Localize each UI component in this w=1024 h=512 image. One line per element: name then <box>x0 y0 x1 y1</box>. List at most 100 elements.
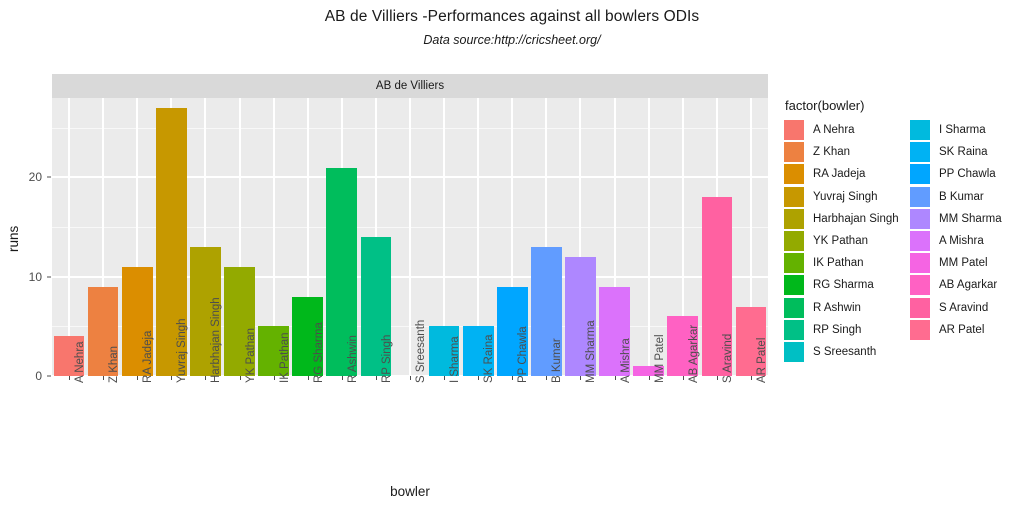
legend-item[interactable]: AB Agarkar <box>910 274 1002 296</box>
legend-item[interactable]: YK Pathan <box>784 230 906 252</box>
y-axis-title: runs <box>6 225 21 252</box>
legend-item-label: A Mishra <box>939 235 984 248</box>
legend-swatch <box>784 275 804 296</box>
gridline-major-x <box>306 98 309 376</box>
x-tick-mark <box>341 376 343 380</box>
bar <box>633 366 664 376</box>
x-axis-title: bowler <box>390 484 430 499</box>
x-tick-mark <box>103 376 105 380</box>
legend-item-label: I Sharma <box>939 124 986 137</box>
legend-item[interactable]: RA Jadeja <box>784 163 906 185</box>
x-tick-mark <box>410 376 411 380</box>
bar <box>190 246 221 376</box>
x-tick-label: RG Sharma <box>312 322 325 383</box>
legend-item[interactable]: A Mishra <box>910 230 1002 252</box>
legend-swatch <box>910 208 930 229</box>
gridline-major-x <box>204 98 207 376</box>
bar <box>428 326 460 376</box>
y-tick-mark <box>47 375 51 377</box>
x-tick-label: YK Pathan <box>244 328 257 383</box>
x-tick-label: RP Singh <box>380 334 393 383</box>
legend-item[interactable]: Z Khan <box>784 141 906 163</box>
legend-item[interactable]: I Sharma <box>910 119 1002 141</box>
legend-item-label: RP Singh <box>813 323 862 336</box>
x-tick-mark <box>614 376 616 380</box>
legend-item-label: R Ashwin <box>813 301 861 314</box>
x-tick-mark <box>205 376 207 380</box>
legend-item[interactable]: Yuvraj Singh <box>784 186 906 208</box>
legend-item-label: AR Patel <box>939 323 985 336</box>
facet-strip-label: AB de Villiers <box>52 74 768 98</box>
plot-region: AB de Villiers <box>52 74 768 376</box>
legend-item-label: RA Jadeja <box>813 168 866 181</box>
x-tick-label: R Ashwin <box>346 335 359 383</box>
legend-item-label: YK Pathan <box>813 235 868 248</box>
gridline-major-x <box>477 98 480 376</box>
x-tick-label: SK Raina <box>483 334 496 383</box>
legend-item[interactable]: MM Sharma <box>910 208 1002 230</box>
x-tick-label: RA Jadeja <box>142 330 155 383</box>
y-tick-label: 0 <box>35 369 42 383</box>
legend-item[interactable]: AR Patel <box>910 319 1002 341</box>
chart-title: AB de Villiers -Performances against all… <box>324 8 700 25</box>
legend-swatch <box>910 164 930 185</box>
legend-item-label: Z Khan <box>813 146 851 159</box>
x-tick-label: S Aravind <box>721 333 734 383</box>
legend-item-label: Yuvraj Singh <box>813 190 878 203</box>
x-tick-label: Harbhajan Singh <box>210 297 223 383</box>
legend-item[interactable]: RG Sharma <box>784 274 906 296</box>
legend-swatch <box>784 319 804 340</box>
legend-swatch <box>910 319 930 340</box>
legend-item[interactable]: PP Chawla <box>910 163 1002 185</box>
bar <box>599 286 630 376</box>
legend-swatch <box>910 231 930 252</box>
gridline-major-x <box>545 98 548 376</box>
x-tick-label: Yuvraj Singh <box>176 318 189 383</box>
gridline-major-x <box>136 98 139 376</box>
x-tick-mark <box>580 376 582 380</box>
legend-item[interactable]: S Aravind <box>910 297 1002 319</box>
gridline-major-x <box>511 98 514 376</box>
legend-item[interactable]: RP Singh <box>784 319 906 341</box>
x-tick-label: I Sharma <box>449 336 462 383</box>
legend-item-label: A Nehra <box>813 124 855 137</box>
legend-item-label: B Kumar <box>939 190 984 203</box>
legend-item[interactable]: B Kumar <box>910 186 1002 208</box>
x-tick-mark <box>444 376 446 380</box>
legend-swatch <box>910 120 930 141</box>
x-tick-mark <box>648 376 650 380</box>
legend-item[interactable]: A Nehra <box>784 119 906 141</box>
bar <box>326 167 358 376</box>
gridline-major-x <box>613 98 616 376</box>
legend-item[interactable]: IK Pathan <box>784 252 906 274</box>
bar <box>496 286 528 376</box>
legend-title: factor(bowler) <box>785 98 865 113</box>
legend: factor(bowler) A Nehra Z Khan RA Jadeja Yuv… <box>784 98 1020 363</box>
x-tick-mark <box>682 376 684 380</box>
legend-swatch <box>784 253 804 274</box>
x-tick-mark <box>375 376 377 380</box>
x-tick-mark <box>137 376 139 380</box>
legend-swatch <box>784 142 804 163</box>
bar <box>53 336 85 376</box>
legend-item[interactable]: S Sreesanth <box>784 341 906 363</box>
legend-item[interactable]: Harbhajan Singh <box>784 208 906 230</box>
x-tick-mark <box>239 376 241 380</box>
legend-swatch <box>910 297 930 318</box>
gridline-major-x <box>443 98 446 376</box>
x-tick-mark <box>307 376 309 380</box>
x-tick-label: S Sreesanth <box>415 319 427 383</box>
x-tick-label: MM Patel <box>653 334 666 383</box>
y-tick-mark <box>47 276 51 278</box>
gridline-major-x <box>681 98 684 376</box>
legend-item[interactable]: SK Raina <box>910 141 1002 163</box>
legend-column-2: I Sharma SK Raina PP Chawla B Kumar MM Sharm… <box>910 119 1002 363</box>
legend-item[interactable]: R Ashwin <box>784 297 906 319</box>
x-tick-mark <box>546 376 548 380</box>
legend-item-label: PP Chawla <box>939 168 996 181</box>
legend-swatch <box>784 164 804 185</box>
x-tick-label: A Nehra <box>74 341 87 383</box>
legend-item[interactable]: MM Patel <box>910 252 1002 274</box>
legend-swatch <box>784 208 804 229</box>
legend-item-label: Harbhajan Singh <box>813 212 899 225</box>
